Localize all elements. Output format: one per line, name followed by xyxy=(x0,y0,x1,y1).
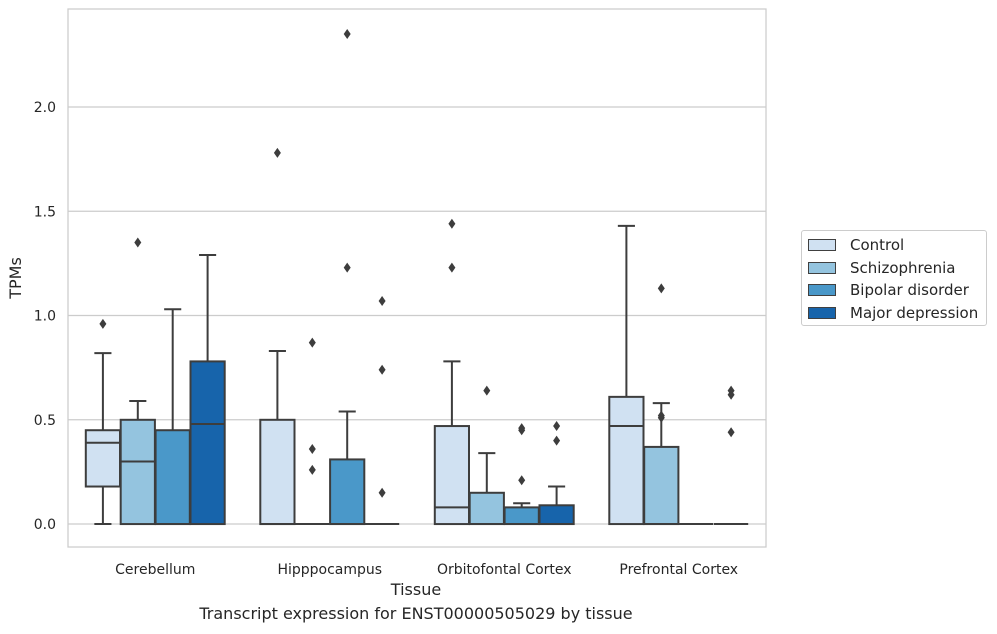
box-schizophrenia xyxy=(643,283,680,526)
legend-item-control: Control xyxy=(808,235,904,255)
box-body xyxy=(433,425,471,526)
outlier-point xyxy=(518,475,526,486)
outlier-point xyxy=(518,423,526,434)
box-body xyxy=(189,360,226,526)
outlier-point xyxy=(378,295,386,306)
box-major-depression xyxy=(189,254,226,526)
box-major-depression xyxy=(538,421,575,526)
x-tick-label: Orbitofontal Cortex xyxy=(437,562,572,578)
box-body xyxy=(329,458,366,526)
outlier-point xyxy=(378,487,386,498)
box-major-depression xyxy=(713,385,749,526)
legend-label: Major depression xyxy=(850,304,979,322)
outlier-point xyxy=(343,29,351,40)
y-tick-label: 0.0 xyxy=(34,517,56,533)
legend-swatch xyxy=(808,262,836,274)
figure-caption: Transcript expression for ENST0000050502… xyxy=(199,604,633,623)
box-body xyxy=(259,418,296,526)
box-body xyxy=(119,418,156,526)
outlier-point xyxy=(448,218,456,229)
legend-swatch xyxy=(808,239,836,251)
outlier-point xyxy=(553,421,561,432)
box-bipolar-disorder xyxy=(154,308,191,526)
outlier-point xyxy=(308,337,316,348)
legend-item-schizophrenia: Schizophrenia xyxy=(808,258,955,278)
box-body xyxy=(503,506,540,526)
legend-item-bipolar-disorder: Bipolar disorder xyxy=(808,280,969,300)
outlier-point xyxy=(553,435,561,446)
y-tick-labels: 0.0 0.5 1.0 1.5 2.0 xyxy=(34,100,56,533)
plot-area-frame xyxy=(67,8,767,548)
x-tick-labels: Cerebellum Hipppocampus Orbitofontal Corte… xyxy=(115,562,738,578)
outlier-point xyxy=(448,262,456,273)
box-body xyxy=(643,445,680,526)
box-major-depression xyxy=(364,295,400,526)
outlier-point xyxy=(273,147,281,158)
box-body xyxy=(154,429,191,526)
box-control xyxy=(433,218,471,526)
outlier-point xyxy=(134,237,142,248)
box-control xyxy=(608,224,645,526)
outlier-point xyxy=(308,443,316,454)
boxes xyxy=(84,29,749,526)
box-body xyxy=(84,429,122,488)
y-tick-label: 0.5 xyxy=(34,413,56,429)
outlier-point xyxy=(727,427,735,438)
legend: Control Schizophrenia Bipolar disorder M… xyxy=(801,230,987,326)
outlier-point xyxy=(99,318,107,329)
box-schizophrenia xyxy=(119,237,156,526)
box-body xyxy=(538,504,575,526)
box-schizophrenia xyxy=(468,385,505,526)
outlier-point xyxy=(727,385,735,396)
legend-item-major-depression: Major depression xyxy=(808,303,978,323)
outlier-point xyxy=(657,410,665,421)
outlier-point xyxy=(308,464,316,475)
outlier-point xyxy=(483,385,491,396)
x-axis-label: Tissue xyxy=(390,580,441,599)
x-tick-label: Cerebellum xyxy=(115,562,195,578)
legend-label: Control xyxy=(850,236,905,254)
y-tick-label: 2.0 xyxy=(34,100,56,116)
y-tick-label: 1.5 xyxy=(34,204,56,220)
outlier-point xyxy=(657,283,665,294)
y-axis-label: TPMs xyxy=(6,257,25,300)
box-body xyxy=(468,491,505,526)
x-tick-label: Hipppocampus xyxy=(277,562,382,578)
box-control xyxy=(84,318,122,526)
box-body xyxy=(608,395,645,526)
legend-label: Schizophrenia xyxy=(850,259,956,277)
box-schizophrenia xyxy=(295,337,330,526)
outlier-point xyxy=(378,364,386,375)
box-bipolar-disorder xyxy=(503,423,540,526)
box-bipolar-disorder xyxy=(329,29,366,526)
x-tick-label: Prefrontal Cortex xyxy=(619,562,738,578)
legend-label: Bipolar disorder xyxy=(850,281,969,299)
outlier-point xyxy=(343,262,351,273)
box-control xyxy=(259,147,296,526)
y-tick-label: 1.0 xyxy=(34,309,56,325)
legend-swatch xyxy=(808,307,836,319)
legend-swatch xyxy=(808,284,836,296)
